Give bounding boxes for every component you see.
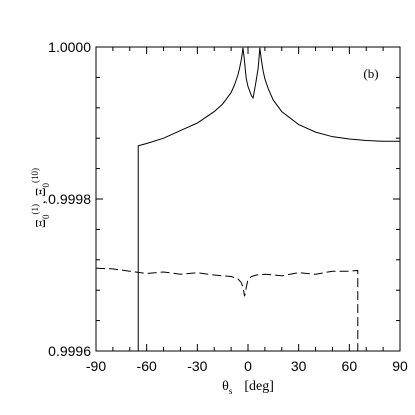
y-axis-separator: , — [34, 201, 49, 205]
x-axis-symbol: θ — [222, 379, 229, 394]
plot-frame — [95, 46, 401, 352]
x-tick-label: 60 — [342, 358, 358, 374]
x-tick-label: 0 — [244, 358, 252, 374]
y-axis-sub-1: 0 — [41, 214, 51, 219]
panel-annotation: (b) — [363, 66, 378, 81]
x-axis-title: θs [deg] — [222, 379, 274, 396]
y-tick-label: 0.9996 — [48, 343, 91, 359]
y-axis-sup-1: (1) — [30, 204, 40, 215]
y-tick-label: 0.9998 — [48, 191, 91, 207]
x-axis-unit: [deg] — [244, 379, 274, 394]
y-axis-symbol-2: Ξ — [34, 187, 49, 196]
y-axis-sub-2: 0 — [41, 182, 51, 187]
series-2-dashed-line — [95, 267, 359, 351]
y-axis-symbol-1: Ξ — [34, 219, 49, 228]
x-axis-subscript: s — [229, 386, 233, 396]
y-axis-sup-2: (10) — [30, 168, 40, 183]
x-tick-label: -30 — [187, 358, 207, 374]
series-layer — [95, 47, 400, 351]
y-axis-title: Ξ0(1),Ξ0(10) — [30, 168, 51, 228]
x-tick-label: 30 — [291, 358, 307, 374]
y-tick-label: 1.0000 — [48, 39, 91, 55]
x-tick-label: 90 — [392, 358, 408, 374]
x-tick-label: -60 — [137, 358, 157, 374]
x-tick-label: -90 — [86, 358, 106, 374]
ticks-layer: -90 -60 -30 0 30 60 90 0.9996 0.9998 1.0000 — [48, 39, 408, 374]
series-1-solid-line — [137, 47, 400, 351]
